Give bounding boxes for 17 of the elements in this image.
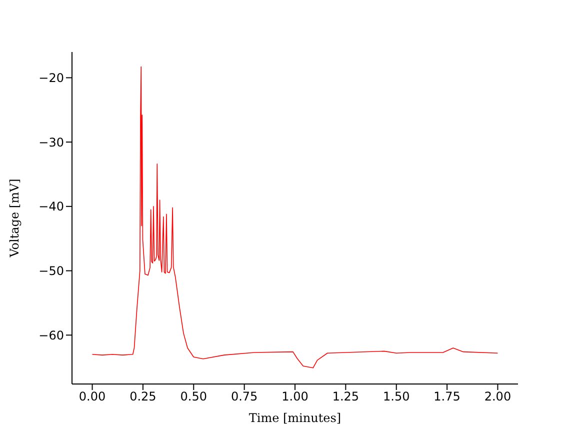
- y-tick-label: −50: [38, 264, 64, 278]
- x-tick-label: 1.50: [383, 390, 410, 404]
- x-tick-label: 0.50: [180, 390, 207, 404]
- x-tick-label: 0.25: [130, 390, 156, 404]
- x-tick-label: 2.00: [484, 390, 512, 404]
- y-axis-title: Voltage [mV]: [7, 178, 22, 258]
- x-tick-label: 0.00: [78, 390, 106, 404]
- x-axis-title: Time [minutes]: [248, 411, 342, 425]
- y-tick-label: −60: [38, 328, 64, 342]
- x-tick-label: 1.00: [282, 390, 308, 404]
- x-tick-label: 1.75: [434, 390, 460, 404]
- y-tick-label: −20: [38, 70, 64, 85]
- x-tick-label: 0.75: [230, 390, 258, 404]
- x-tick-label: 1.25: [332, 390, 360, 404]
- y-tick-label: −40: [38, 200, 64, 214]
- line-series: [92, 66, 498, 368]
- y-tick-label: −30: [38, 135, 64, 150]
